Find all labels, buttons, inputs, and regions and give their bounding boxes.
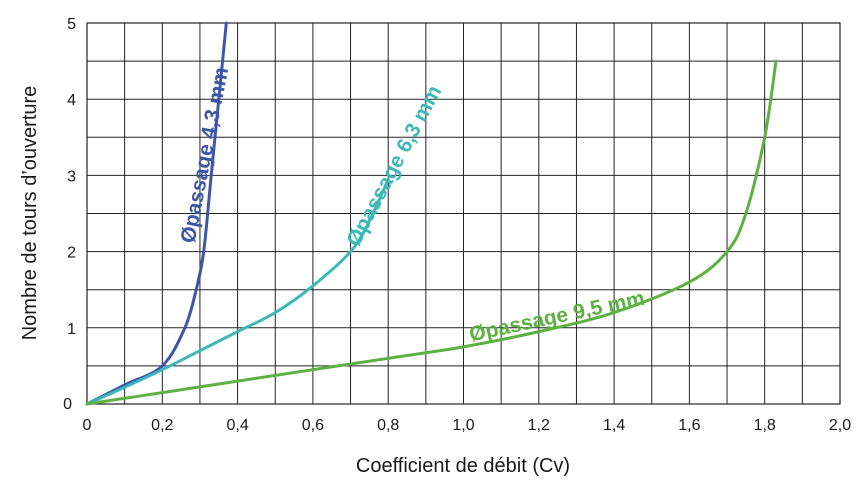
series-label-6-3mm: Øpassage 6,3 mm: [342, 82, 446, 250]
y-tick-label: 5: [67, 16, 76, 33]
y-tick-label: 4: [67, 92, 76, 109]
series-line-4-3mm: [85, 21, 228, 406]
x-tick-label: 2,0: [829, 417, 851, 434]
x-tick-label: 0,8: [377, 417, 399, 434]
x-tick-label: 1,8: [754, 417, 776, 434]
y-axis-title: Nombre de tours d’ouverture: [19, 86, 41, 341]
y-tick-label: 2: [67, 245, 76, 262]
x-tick-label: 0,4: [226, 417, 248, 434]
y-tick-labels: 1 2 3 4 5: [67, 16, 76, 338]
x-tick-label: 0: [83, 417, 92, 434]
series-label-9-5mm: Øpassage 9,5 mm: [467, 287, 646, 347]
y-tick-label: 1: [67, 321, 76, 338]
series-line-6-3mm: [85, 177, 390, 406]
series-layer: [85, 21, 778, 406]
y-tick-label: 3: [67, 168, 76, 185]
x-tick-label: 1,4: [603, 417, 625, 434]
chart-grid: [87, 23, 840, 404]
x-tick-label: 0,6: [302, 417, 324, 434]
x-tick-label: 1,2: [528, 417, 550, 434]
x-axis-title: Coefficient de débit (Cv): [356, 455, 570, 477]
origin-y-label: 0: [63, 396, 72, 413]
x-tick-labels: 0 0,2 0,4 0,6 0,8 1,0 1,2 1,4 1,6 1,8 2,0: [83, 417, 852, 434]
series-line-9-5mm: [85, 59, 778, 406]
x-tick-label: 1,6: [678, 417, 700, 434]
series-label-4-3mm: Øpassage 4,3 mm: [177, 65, 234, 245]
x-tick-label: 0,2: [151, 417, 173, 434]
plot-frame: [86, 22, 841, 405]
x-tick-label: 1,0: [452, 417, 474, 434]
